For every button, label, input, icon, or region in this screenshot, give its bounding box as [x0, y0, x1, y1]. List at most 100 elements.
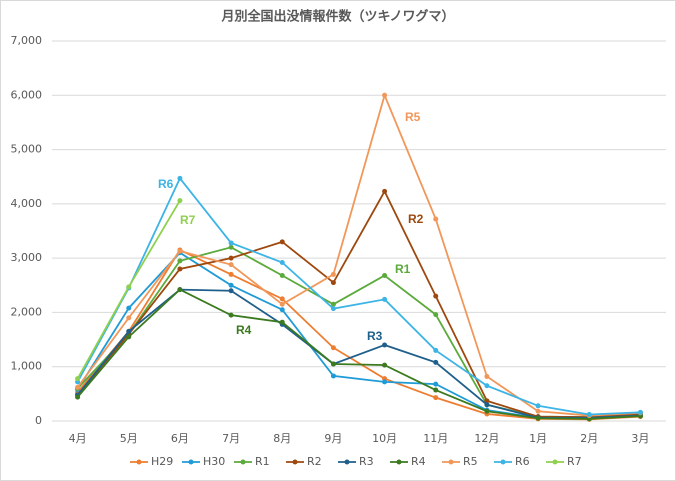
legend-marker	[240, 459, 246, 465]
x-tick-label: 2月	[580, 432, 598, 445]
x-tick-label: 1月	[529, 432, 547, 445]
legend-label: R7	[567, 455, 582, 468]
x-tick-label: 5月	[120, 432, 138, 445]
point	[433, 359, 439, 365]
point	[330, 373, 336, 379]
legend-label: R1	[255, 455, 270, 468]
point	[279, 296, 285, 302]
y-tick-label: 6,000	[11, 88, 43, 101]
point	[535, 415, 541, 421]
y-tick-label: 2,000	[11, 305, 43, 318]
legend-marker	[136, 459, 142, 465]
x-tick-label: 6月	[171, 432, 189, 445]
point	[382, 92, 388, 98]
point	[433, 347, 439, 353]
point	[535, 403, 541, 409]
x-tick-label: 8月	[273, 432, 291, 445]
legend-label: R2	[307, 455, 322, 468]
legend-label: H30	[203, 455, 225, 468]
point	[535, 408, 541, 414]
annotation: R5	[405, 110, 421, 124]
point	[75, 384, 81, 390]
x-tick-label: 12月	[474, 432, 499, 445]
point	[484, 398, 490, 404]
point	[228, 282, 234, 288]
point	[382, 296, 388, 302]
x-tick-label: 11月	[423, 432, 448, 445]
point	[126, 315, 132, 321]
annotation: R2	[408, 212, 424, 226]
point	[228, 312, 234, 318]
point	[177, 248, 183, 254]
point	[484, 373, 490, 379]
point	[177, 266, 183, 272]
point	[126, 334, 132, 340]
legend-label: R5	[463, 455, 478, 468]
x-tick-label: 7月	[222, 432, 240, 445]
x-tick-label: 3月	[631, 432, 649, 445]
point	[330, 271, 336, 277]
point	[382, 362, 388, 368]
point	[330, 301, 336, 307]
annotation: R6	[158, 177, 174, 191]
point	[228, 288, 234, 294]
legend-marker	[188, 459, 194, 465]
point	[433, 395, 439, 401]
y-tick-label: 4,000	[11, 197, 43, 210]
point	[330, 345, 336, 351]
y-tick-label: 3,000	[11, 251, 43, 264]
point	[382, 342, 388, 348]
point	[433, 381, 439, 387]
point	[330, 306, 336, 312]
point	[382, 273, 388, 279]
series-line	[76, 176, 641, 416]
point	[177, 287, 183, 293]
point	[330, 361, 336, 367]
annotation: R7	[180, 213, 196, 227]
chart-title: 月別全国出没情報件数（ツキノワグマ）	[220, 9, 454, 25]
x-tick-label: 4月	[69, 432, 87, 445]
point	[177, 258, 183, 264]
point	[228, 244, 234, 250]
point	[433, 312, 439, 318]
annotation: R3	[367, 329, 383, 343]
legend-label: H29	[151, 455, 173, 468]
y-tick-label: 0	[35, 414, 42, 427]
point	[177, 175, 183, 181]
point	[279, 239, 285, 245]
series-line	[76, 288, 641, 420]
series-line	[76, 189, 641, 419]
point	[228, 271, 234, 277]
point	[382, 379, 388, 385]
legend-marker	[448, 459, 454, 465]
legend-marker	[500, 459, 506, 465]
point	[484, 383, 490, 389]
point	[484, 402, 490, 408]
annotation: R4	[236, 323, 252, 337]
point	[279, 307, 285, 313]
y-tick-label: 7,000	[11, 34, 43, 47]
x-tick-label: 10月	[372, 432, 397, 445]
point	[279, 301, 285, 307]
point	[75, 394, 81, 400]
legend-label: R6	[515, 455, 530, 468]
legend-label: R4	[411, 455, 426, 468]
point	[433, 387, 439, 393]
point	[228, 255, 234, 261]
point	[330, 280, 336, 286]
point	[484, 408, 490, 414]
point	[382, 188, 388, 194]
point	[228, 262, 234, 268]
point	[279, 273, 285, 279]
y-tick-label: 5,000	[11, 143, 43, 156]
x-tick-label: 9月	[324, 432, 342, 445]
annotation: R1	[395, 262, 411, 276]
y-tick-label: 1,000	[11, 360, 43, 373]
point	[279, 259, 285, 265]
point	[228, 240, 234, 246]
legend-marker	[552, 459, 558, 465]
legend-label: R3	[359, 455, 374, 468]
point	[126, 328, 132, 334]
